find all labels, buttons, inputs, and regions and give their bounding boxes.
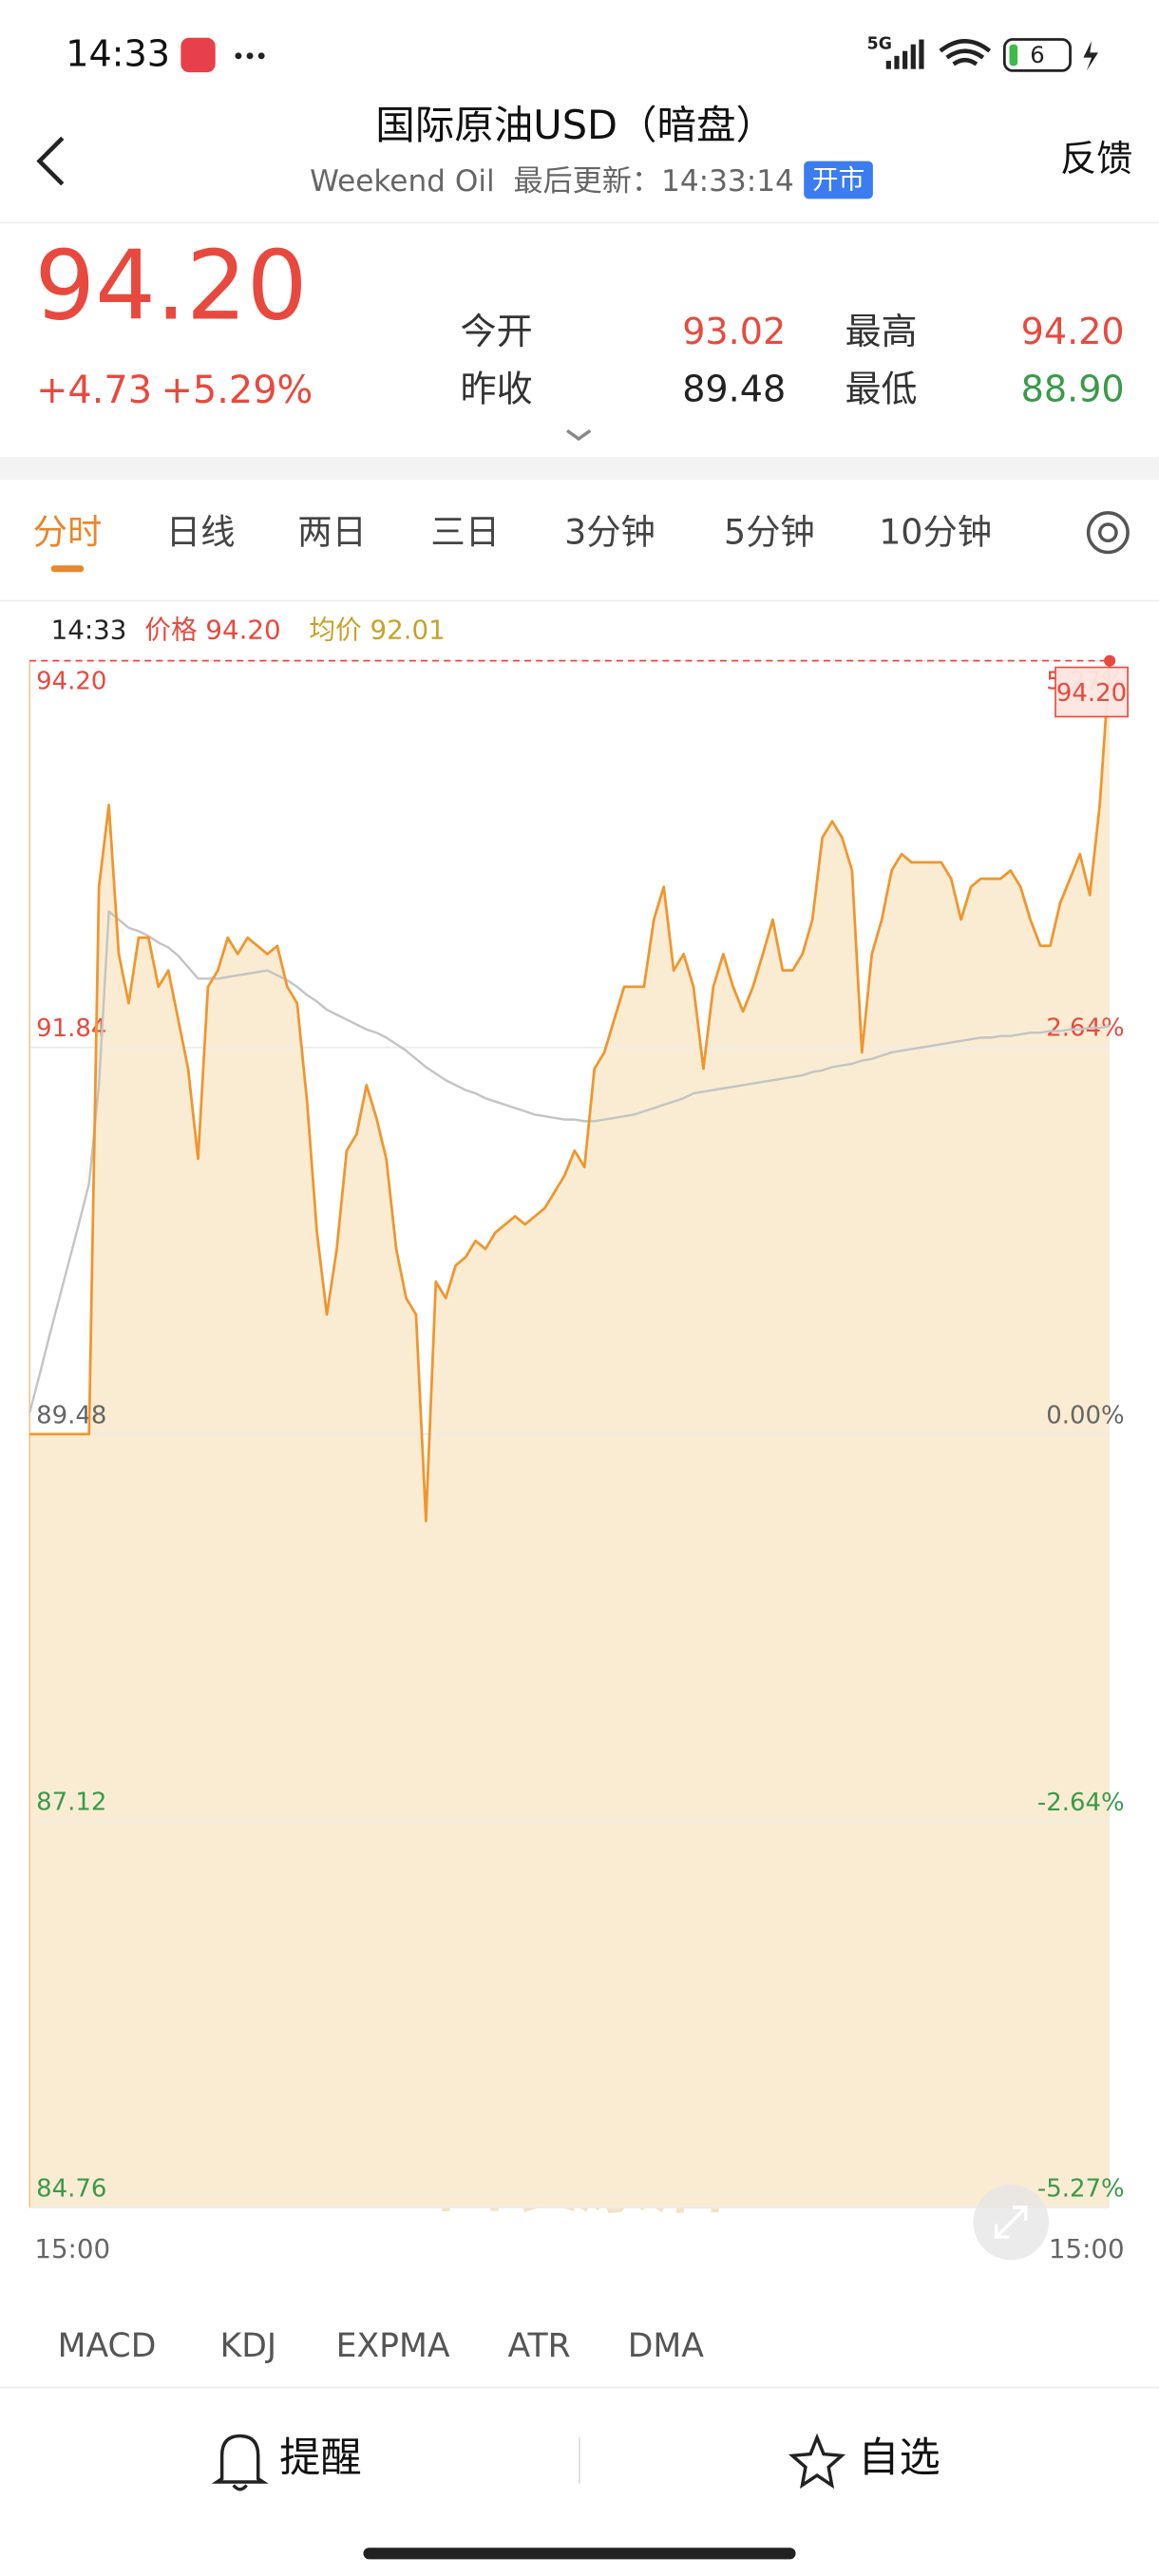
y2-tick-label: -2.64%: [1037, 1789, 1125, 1817]
low: 88.90: [1021, 368, 1125, 409]
settings-icon[interactable]: [1086, 511, 1130, 555]
divider: [0, 221, 1159, 224]
x-tick-label: 15:00: [1049, 2233, 1125, 2264]
last-price-label: 94.20: [1056, 679, 1127, 708]
prev-close-label: 昨收: [461, 368, 533, 409]
change: +4.73: [36, 369, 152, 412]
indicator-tabs: MACD KDJ EXPMA ATR DMA: [58, 2327, 705, 2365]
tab[interactable]: 日线: [166, 511, 236, 552]
series-line: [29, 660, 1112, 1523]
high-label: 最高: [845, 311, 917, 352]
signal-icon: [885, 39, 924, 69]
indicator-tab[interactable]: KDJ: [220, 2327, 277, 2365]
badge-text: 开市: [812, 163, 864, 195]
fullscreen-icon: [994, 2206, 1028, 2239]
network: 5G: [867, 35, 892, 54]
open-label: 今开: [461, 311, 533, 352]
title: 国际原油USD（暗盘）: [375, 102, 775, 148]
tab-indicator: [50, 565, 85, 573]
bell-icon: [211, 2434, 269, 2491]
prev-close: 89.48: [682, 368, 786, 409]
star-icon: [788, 2433, 846, 2490]
tab[interactable]: 3分钟: [564, 511, 656, 552]
divider: [579, 2437, 580, 2484]
watchlist-button[interactable]: 自选: [858, 2434, 940, 2482]
high: 94.20: [1021, 311, 1125, 352]
back-button[interactable]: [36, 136, 65, 186]
charging-icon: [1083, 41, 1098, 71]
wifi-icon: [939, 39, 992, 66]
badge: [804, 161, 873, 199]
tab[interactable]: 分时: [33, 511, 103, 552]
feedback[interactable]: 反馈: [1060, 138, 1132, 180]
low-label: 最低: [845, 368, 917, 409]
last-price-box: [1054, 666, 1129, 718]
series-line: [28, 910, 1111, 1413]
tabs: 分时 日线 两日 三日 3分钟 5分钟 10分钟: [33, 511, 992, 552]
subtitle: Weekend Oil 最后更新：14:33:14: [310, 164, 794, 199]
tab[interactable]: 两日: [297, 511, 367, 552]
section-gap: [0, 457, 1159, 481]
divider: [0, 2386, 1159, 2389]
tab[interactable]: 三日: [430, 511, 500, 552]
y-tick-label: 84.76: [36, 2174, 106, 2203]
y-tick-label: 87.12: [36, 1788, 106, 1816]
y2-tick-label: 0.00%: [1046, 1401, 1124, 1430]
tab[interactable]: 5分钟: [724, 511, 815, 552]
last-price-dot: [1104, 654, 1116, 667]
change-pct: +5.29%: [162, 369, 314, 412]
status-time: 14:33: [66, 32, 170, 74]
y-tick-label: 94.20: [36, 668, 106, 696]
indicator-tab[interactable]: DMA: [628, 2327, 704, 2365]
alert-button[interactable]: 提醒: [279, 2434, 362, 2482]
battery-level: [1009, 44, 1018, 66]
legend-time: 14:33: [51, 615, 127, 646]
divider: [0, 599, 1159, 602]
home-indicator: [363, 2548, 796, 2560]
price: 94.20: [34, 230, 307, 341]
app-icon: [180, 37, 216, 73]
tab[interactable]: 10分钟: [879, 511, 992, 552]
battery-text: 6: [1030, 42, 1044, 68]
battery-icon: [1002, 38, 1072, 72]
indicator-tab[interactable]: EXPMA: [336, 2327, 450, 2365]
y-tick-label: 89.48: [36, 1401, 106, 1430]
more-dots: [235, 52, 265, 60]
y2-tick-label: -5.27%: [1037, 2174, 1125, 2203]
indicator-tab[interactable]: ATR: [508, 2327, 571, 2365]
chart: 口袋原油84.7687.1289.4891.8494.20-5.27%-2.64…: [28, 654, 1129, 2264]
legend-avg: 均价 92.01: [309, 615, 445, 646]
legend-price: 价格 94.20: [144, 615, 280, 646]
x-tick-label: 15:00: [34, 2233, 110, 2264]
indicator-tab[interactable]: MACD: [58, 2327, 157, 2365]
open: 93.02: [682, 311, 786, 352]
expand-chevron[interactable]: [566, 428, 592, 442]
